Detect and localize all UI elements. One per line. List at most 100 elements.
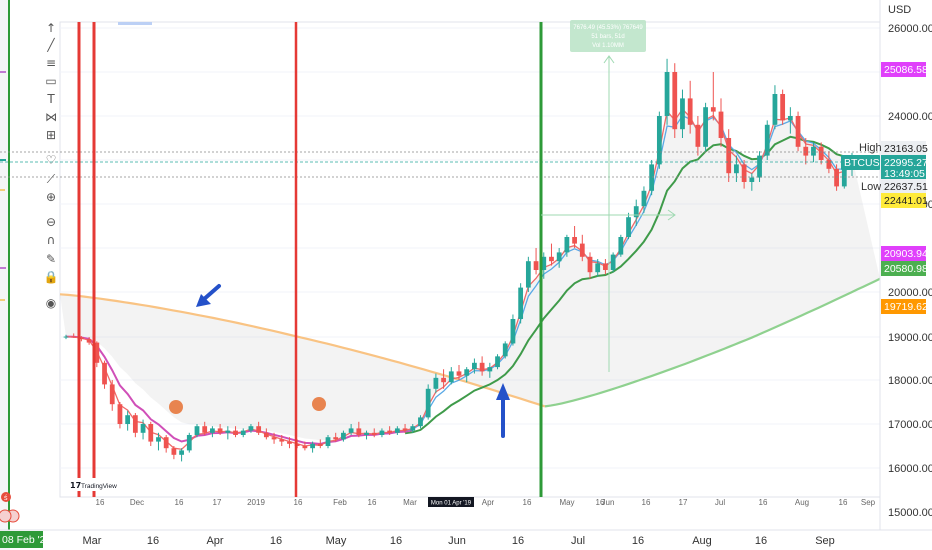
candle-body (687, 98, 693, 125)
candle-body (356, 428, 362, 435)
inset-axis-label: 16 (759, 498, 768, 507)
time-axis[interactable]: Mar 16 Apr 16 May 16 Jun 16 Jul 16 Aug 16 Sep (83, 535, 835, 547)
candle-body (317, 443, 323, 446)
inset-axis-label: 16 (368, 498, 377, 507)
candle-body (510, 319, 516, 344)
price-axis-label: 16000.00 (888, 463, 932, 475)
ma-green-line (404, 135, 853, 435)
candle-body (672, 72, 678, 130)
tag-yellow-level-text: 22441.01 (884, 195, 928, 207)
candle-body (302, 446, 308, 449)
price-axis[interactable]: 26000.0024000.0022000.0020000.0019000.00… (888, 23, 932, 519)
pattern-icon[interactable]: ⋈ (45, 110, 57, 124)
candle-body (818, 146, 824, 160)
candle-body (703, 107, 708, 147)
price-axis-label: 17000.00 (888, 419, 932, 431)
candle-body (109, 384, 115, 405)
ruler-icon[interactable]: ⟋ (47, 172, 56, 186)
candle-body (841, 168, 847, 187)
orange-marker-2[interactable] (312, 397, 326, 411)
tradingview-watermark: 17 TradingView (68, 478, 118, 491)
tag-top-level-text: 25086.58 (884, 64, 928, 76)
eye-icon[interactable]: ◉ (46, 296, 56, 310)
measure-box[interactable] (570, 20, 646, 52)
tag-high (881, 141, 926, 156)
candle-body (525, 261, 531, 288)
inset-top-highlight (118, 22, 152, 25)
candle-body (333, 437, 339, 440)
candle-body (456, 371, 462, 376)
lock-drawing-icon[interactable]: ✎ (46, 252, 56, 266)
candle-body (102, 362, 107, 385)
zoom-out-icon[interactable]: ⊖ (46, 215, 56, 229)
inset-date-tag-text: Mon 01 Apr '19 (431, 501, 472, 507)
candle-body (94, 342, 100, 363)
time-axis-label: 16 (512, 535, 524, 547)
candle-body (310, 443, 315, 449)
magnet-icon[interactable]: ∩ (47, 233, 56, 247)
candle-body (718, 111, 724, 138)
candle-body (680, 98, 685, 130)
measure-arrow-right (667, 209, 676, 221)
text-icon[interactable]: T (46, 92, 55, 106)
trend-line-icon[interactable]: ╱ (46, 37, 55, 52)
candle-body (741, 164, 747, 182)
blue-arrow-up[interactable] (496, 383, 510, 438)
candle-body (156, 437, 161, 442)
left-edge-pane (0, 0, 10, 550)
time-axis-label: Sep (815, 535, 835, 547)
zoom-in-icon[interactable]: ⊕ (46, 190, 56, 204)
candle-body (325, 437, 331, 446)
tag-top-level (881, 62, 926, 77)
ma-green-light-line (544, 277, 881, 408)
candle-body (394, 428, 400, 433)
candle-body (556, 252, 562, 262)
inset-axis-label: 16 (839, 498, 848, 507)
candle-body (140, 424, 146, 433)
candle-body (764, 124, 770, 156)
time-axis-label: 16 (147, 535, 159, 547)
candle-body (780, 94, 786, 121)
rectangle-icon[interactable]: ▭ (45, 74, 56, 88)
tag-magenta-level (881, 246, 926, 261)
time-axis-label: 16 (755, 535, 767, 547)
inset-axis-label: May (559, 498, 574, 507)
tag-orange-level-text: 19719.62 (884, 301, 928, 313)
inset-axis-label: Dec (130, 498, 144, 507)
tradingview-watermark-text: TradingView (81, 483, 117, 490)
candle-body (772, 94, 778, 125)
candle-body (502, 343, 508, 357)
inset-axis-label: 16 (523, 498, 532, 507)
tag-green-level-text: 20580.98 (884, 263, 928, 275)
lock-icon[interactable]: 🔒 (44, 270, 59, 284)
candle-body (572, 237, 577, 244)
candle-body (472, 362, 477, 370)
candle-body (787, 116, 793, 121)
candle-body (579, 243, 585, 257)
candle-body (518, 287, 524, 319)
time-axis-label: May (326, 535, 347, 547)
svg-text:ś: ś (4, 495, 8, 502)
time-axis-label: Apr (206, 535, 223, 547)
candle-body (633, 206, 639, 218)
measure-line-2: 51 bars, 51d (591, 34, 624, 40)
time-axis-left-tag (0, 531, 43, 548)
candle-body (171, 448, 177, 455)
projection-icon[interactable]: ⊞ (46, 128, 56, 142)
left-edge-markers: ś (0, 71, 20, 523)
time-axis-left-tag-text: 08 Feb '23 (2, 534, 51, 546)
inset-axis-label: 17 (679, 498, 688, 507)
price-axis-label: 19000.00 (888, 332, 932, 344)
fib-icon[interactable]: ≡ (46, 56, 56, 70)
candle-body (179, 450, 184, 455)
candle-body (587, 256, 593, 273)
candle-body (341, 432, 346, 440)
cursor-icon[interactable]: ↑ (46, 21, 56, 35)
blue-arrow-down-left[interactable] (196, 284, 221, 307)
heart-icon[interactable]: ♡ (46, 153, 57, 167)
tag-countdown-text: 13:49:05 (884, 168, 925, 180)
time-axis-label: Aug (692, 535, 712, 547)
ma-band-shade (60, 109, 880, 441)
orange-marker-1[interactable] (169, 400, 183, 414)
